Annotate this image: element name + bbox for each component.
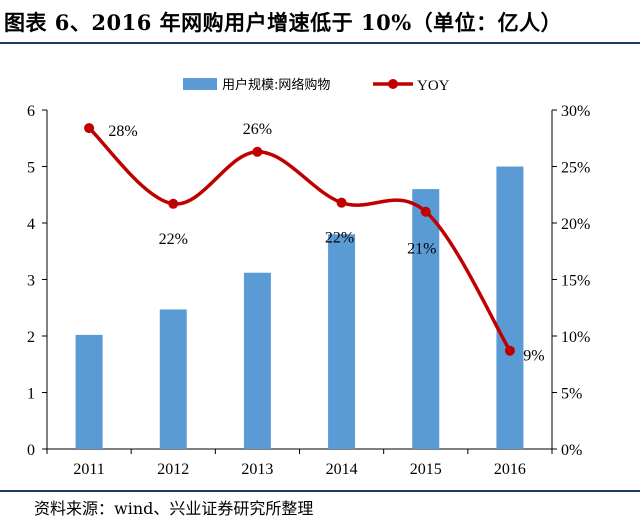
legend-bar-label: 用户规模:网络购物 [222, 77, 330, 93]
yoy-data-label: 28% [108, 123, 137, 140]
y-left-tick-label: 3 [27, 273, 35, 290]
bar-user-scale [243, 272, 271, 449]
bar-user-scale [496, 166, 524, 449]
x-tick-label: 2011 [73, 461, 104, 478]
yoy-point [504, 345, 515, 356]
x-tick-label: 2014 [326, 461, 358, 478]
yoy-data-label: 26% [243, 121, 272, 138]
title-rule [0, 42, 640, 44]
y-left-tick-label: 6 [27, 103, 35, 120]
chart-title: 图表 6、2016 年网购用户增速低于 10%（单位：亿人） [4, 10, 563, 35]
y-left-tick-label: 1 [27, 386, 35, 403]
y-right-tick-label: 30% [561, 103, 590, 120]
yoy-point [252, 146, 263, 157]
y-left-tick-label: 2 [27, 329, 35, 346]
yoy-line [87, 126, 512, 352]
y-right-tick-label: 0% [561, 442, 582, 459]
x-tick-label: 2013 [241, 461, 273, 478]
y-right-tick-label: 5% [561, 386, 582, 403]
legend-line-label: YOY [417, 78, 450, 94]
y-right-tick-label: 25% [561, 160, 590, 177]
yoy-data-label: 22% [159, 231, 188, 248]
yoy-data-label: 9% [523, 348, 544, 365]
x-tick-label: 2015 [410, 461, 442, 478]
x-tick-label: 2016 [494, 461, 526, 478]
bar-user-scale [159, 309, 187, 449]
y-left-tick-label: 5 [27, 160, 35, 177]
y-right-tick-label: 20% [561, 216, 590, 233]
bar-user-scale [412, 189, 440, 449]
x-tick-label: 2012 [157, 461, 189, 478]
yoy-data-label: 22% [325, 230, 354, 247]
y-left-tick-label: 0 [27, 442, 35, 459]
legend-bar-swatch [183, 78, 217, 90]
footer-rule [0, 490, 640, 492]
legend-line-marker [388, 79, 398, 89]
yoy-data-label: 21% [407, 241, 436, 258]
bar-user-scale [328, 234, 356, 449]
yoy-point [84, 123, 95, 134]
y-left-tick-label: 4 [27, 216, 35, 233]
yoy-point [336, 197, 347, 208]
y-right-tick-label: 15% [561, 273, 590, 290]
yoy-point [168, 198, 179, 209]
bar-user-scale [75, 334, 103, 449]
y-right-tick-label: 10% [561, 329, 590, 346]
source-note: 资料来源：wind、兴业证券研究所整理 [34, 499, 314, 518]
yoy-point [420, 206, 431, 217]
